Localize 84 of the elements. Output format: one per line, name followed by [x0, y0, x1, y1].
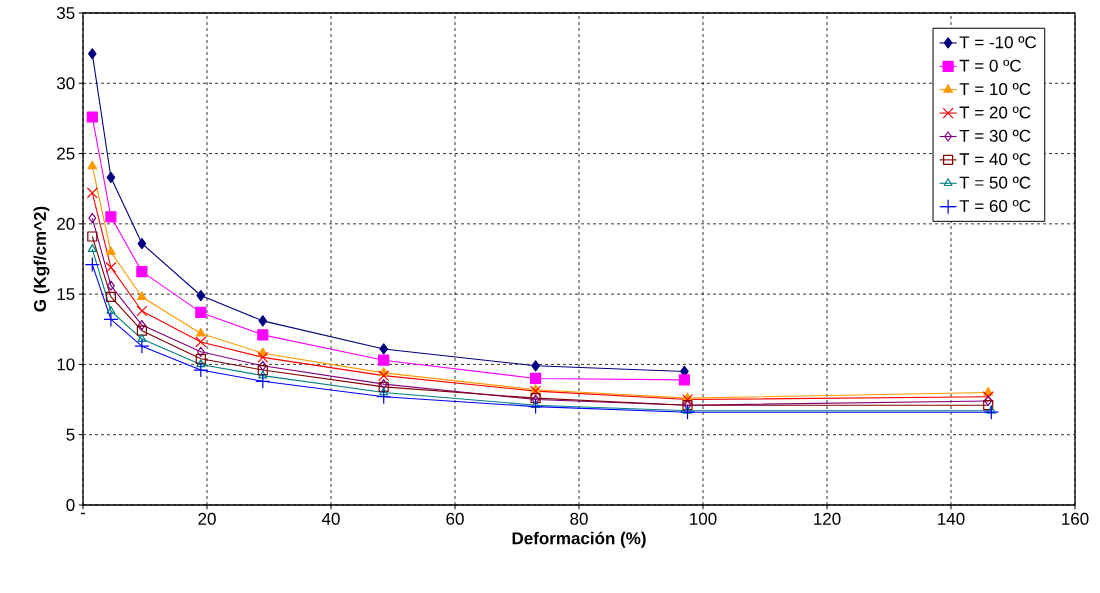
point [531, 400, 541, 409]
point [136, 266, 148, 278]
x-tick-label: 80 [570, 512, 588, 525]
y-tick-label: 5 [66, 428, 75, 441]
legend-label: T = 30 ºC [959, 129, 1031, 142]
y-tick-label: 10 [57, 358, 75, 371]
x-tick-label: 20 [198, 512, 216, 525]
point [530, 372, 542, 385]
x-tick-label: 100 [690, 512, 717, 525]
y-tick-label: 0 [66, 498, 75, 512]
point [136, 291, 147, 301]
point [106, 280, 115, 291]
point [195, 336, 207, 348]
legend-label: T = 40 ºC [959, 153, 1031, 166]
point [105, 291, 117, 303]
point [986, 405, 996, 414]
point [379, 387, 389, 396]
x-tick-label: - [80, 512, 86, 515]
point [258, 315, 268, 327]
point [681, 394, 694, 406]
y-tick-label: 15 [57, 288, 75, 301]
x-tick-label: 60 [446, 512, 464, 525]
point [530, 385, 542, 397]
legend-label: T = 10 ºC [959, 83, 1031, 96]
point [84, 257, 100, 273]
point [257, 329, 269, 341]
point [137, 319, 146, 331]
point [105, 246, 116, 256]
point [257, 351, 269, 363]
x-tick-label: 140 [938, 512, 965, 525]
point [103, 311, 119, 328]
y-tick-label: 25 [57, 147, 75, 160]
point [87, 231, 98, 242]
point [257, 364, 268, 376]
x-tick-label: 120 [814, 512, 841, 525]
point [196, 359, 206, 368]
point [105, 211, 117, 223]
point [195, 353, 206, 364]
point [378, 370, 390, 382]
point [984, 395, 993, 407]
x-tick-label: 40 [321, 512, 340, 525]
point [134, 338, 150, 354]
point [678, 374, 691, 386]
point [106, 305, 116, 314]
point [258, 370, 268, 379]
y-axis-title: G (Kgf/cm^2) [33, 206, 50, 312]
point [88, 213, 97, 224]
y-tick-label: 20 [57, 217, 75, 230]
point [983, 404, 999, 420]
legend-label: T = 60 ºC [959, 199, 1031, 213]
legend-label: T = 20 ºC [959, 106, 1031, 119]
point [683, 405, 692, 414]
legend-label: T = 0 ºC [959, 59, 1021, 72]
y-tick-label: 35 [56, 6, 75, 20]
point [87, 160, 98, 170]
point [106, 171, 116, 184]
legend-label: T = 50 ºC [959, 176, 1031, 189]
point [137, 334, 147, 342]
legend-label: T = -10 ºC [959, 36, 1037, 49]
point [379, 343, 389, 355]
point [86, 111, 98, 123]
point [196, 289, 206, 302]
point [86, 187, 98, 199]
point [87, 48, 97, 60]
x-tick-label: 160 [1062, 512, 1089, 525]
point [105, 261, 117, 273]
point [255, 373, 271, 389]
point [136, 325, 148, 336]
point [193, 362, 209, 378]
point [531, 360, 540, 372]
point [87, 244, 97, 252]
y-tick-label: 30 [56, 77, 75, 90]
point [679, 404, 696, 420]
point [983, 400, 994, 411]
point [378, 354, 390, 366]
point [137, 237, 147, 250]
point [195, 306, 207, 319]
point [376, 389, 392, 405]
point [258, 360, 267, 371]
point [196, 346, 205, 357]
point [528, 398, 544, 415]
point [195, 327, 206, 337]
point [136, 305, 148, 317]
x-axis-title: Deformación (%) [512, 531, 646, 548]
